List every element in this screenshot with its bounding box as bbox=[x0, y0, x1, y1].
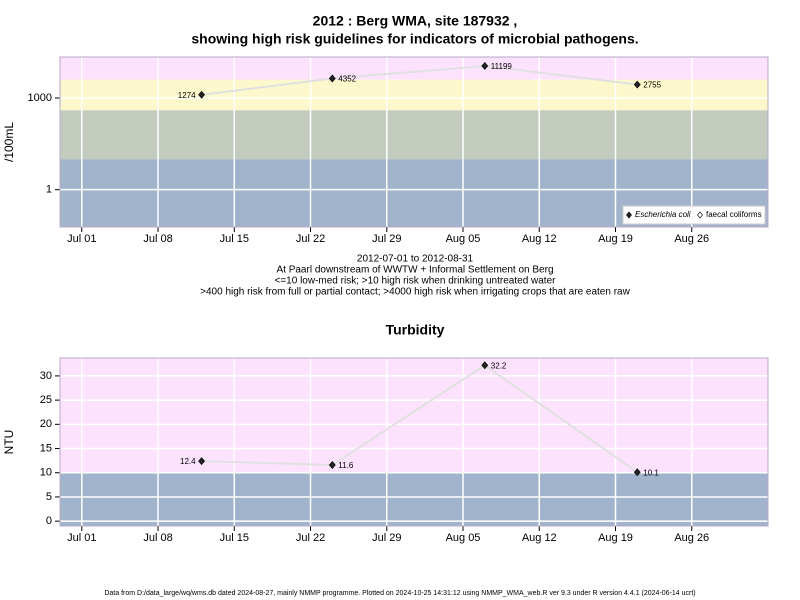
x-tick-label: Jul 01 bbox=[67, 233, 96, 245]
x-tick-label: Jul 15 bbox=[220, 532, 249, 544]
subtitle: 2012-07-01 to 2012-08-31 bbox=[357, 254, 474, 265]
x-tick-label: Aug 19 bbox=[598, 233, 633, 245]
subtitle: >400 high risk from full or partial cont… bbox=[200, 287, 630, 298]
x-tick-label: Aug 19 bbox=[598, 532, 633, 544]
footer: Data from D:/data_large/wq/wms.db dated … bbox=[104, 590, 695, 597]
legend-box bbox=[622, 205, 766, 225]
x-tick-label: Jul 29 bbox=[372, 532, 401, 544]
y-axis-label: NTU bbox=[2, 430, 16, 455]
plot-frame bbox=[59, 56, 769, 228]
x-tick-label: Jul 08 bbox=[143, 233, 172, 245]
y-tick-label: 10 bbox=[40, 467, 52, 479]
y-tick-label: 5 bbox=[46, 491, 52, 503]
y-tick-label: 20 bbox=[40, 418, 52, 430]
data-label: 2755 bbox=[643, 81, 661, 90]
chart-title: Turbidity bbox=[386, 322, 445, 338]
x-tick-label: Jul 08 bbox=[143, 532, 172, 544]
y-tick-label: 30 bbox=[40, 370, 52, 382]
chart-title: 2012 : Berg WMA, site 187932 , bbox=[313, 13, 518, 29]
data-label: 32.2 bbox=[491, 361, 507, 370]
risk-band bbox=[60, 472, 768, 526]
y-axis-label: /100mL bbox=[2, 122, 16, 162]
data-point bbox=[481, 361, 489, 370]
x-tick-label: Jul 29 bbox=[372, 233, 401, 245]
legend-label: faecal coliforms bbox=[706, 210, 762, 219]
data-point bbox=[328, 461, 336, 469]
series-line bbox=[201, 364, 638, 474]
x-tick-label: Jul 15 bbox=[220, 233, 249, 245]
data-label: 1274 bbox=[178, 91, 196, 100]
legend-label: Escherichia coli bbox=[635, 210, 691, 219]
risk-band bbox=[60, 358, 768, 473]
risk-band bbox=[60, 79, 768, 111]
data-point bbox=[328, 74, 336, 83]
y-tick-label: 1000 bbox=[28, 92, 52, 104]
data-point bbox=[633, 80, 641, 89]
x-tick-label: Jul 22 bbox=[296, 233, 325, 245]
data-label: 12.4 bbox=[180, 457, 196, 466]
risk-band bbox=[60, 57, 768, 80]
risk-band bbox=[60, 110, 768, 160]
y-tick-label: 1 bbox=[46, 184, 52, 196]
chart-title: showing high risk guidelines for indicat… bbox=[191, 31, 638, 47]
data-point bbox=[198, 457, 205, 466]
x-tick-label: Aug 12 bbox=[522, 233, 557, 245]
y-tick-label: 15 bbox=[40, 442, 52, 454]
legend-marker bbox=[626, 211, 632, 219]
data-point bbox=[633, 468, 641, 477]
data-label: 4352 bbox=[338, 75, 356, 84]
data-label: 11.6 bbox=[338, 461, 354, 470]
x-tick-label: Jul 22 bbox=[296, 532, 325, 544]
y-tick-label: 0 bbox=[46, 515, 52, 527]
y-tick-label: 25 bbox=[40, 394, 52, 406]
data-label: 11199 bbox=[491, 62, 513, 71]
subtitle: <=10 low-med risk; >10 high risk when dr… bbox=[275, 276, 557, 287]
x-tick-label: Aug 26 bbox=[674, 233, 709, 245]
data-point bbox=[481, 61, 489, 70]
legend-marker bbox=[697, 211, 703, 219]
x-tick-label: Aug 12 bbox=[522, 532, 557, 544]
plot-frame bbox=[59, 357, 769, 527]
x-tick-label: Aug 05 bbox=[446, 532, 481, 544]
subtitle: At Paarl downstream of WWTW + Informal S… bbox=[276, 265, 553, 276]
data-label: 10.1 bbox=[643, 468, 659, 477]
x-tick-label: Jul 01 bbox=[67, 532, 96, 544]
x-tick-label: Aug 26 bbox=[674, 532, 709, 544]
x-tick-label: Aug 05 bbox=[446, 233, 481, 245]
data-point bbox=[198, 90, 205, 99]
series-line bbox=[201, 64, 638, 96]
